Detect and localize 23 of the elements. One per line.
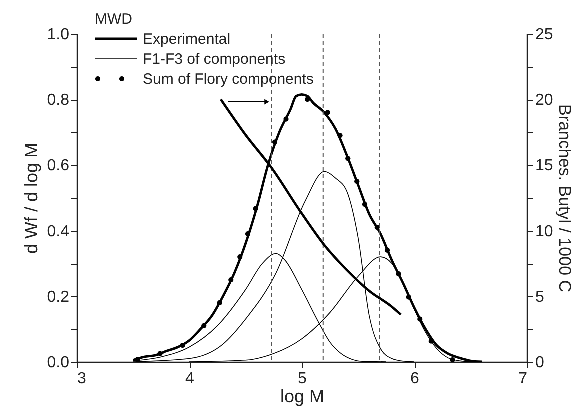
y2-tick-label: 20 (536, 92, 554, 110)
x-tick-label: 3 (78, 370, 86, 388)
y2-tick-label: 5 (536, 288, 544, 306)
y-tick-label: 0.0 (47, 354, 70, 372)
y-tick-label: 0.2 (47, 288, 70, 306)
x-tick-label: 7 (518, 370, 528, 388)
legend-title: MWD (95, 11, 133, 28)
legend-label: Sum of Flory components (143, 71, 314, 88)
y-axis-title: d Wf / d log M (21, 142, 42, 254)
legend-label: Experimental (143, 31, 231, 48)
x-tick-label: 4 (186, 370, 195, 388)
y2-tick-label: 10 (536, 223, 554, 240)
y-tick-label: 0.6 (47, 158, 70, 175)
legend-label: F1-F3 of components (143, 51, 286, 68)
y2-tick-label: 0 (536, 354, 544, 372)
y-tick-label: 0.4 (47, 223, 70, 240)
x-axis-title: log M (280, 386, 325, 406)
y-tick-label: 0.8 (47, 92, 70, 110)
y-tick-label: 1.0 (47, 26, 70, 44)
y2-tick-label: 25 (536, 26, 554, 44)
y2-tick-label: 15 (536, 158, 554, 175)
x-tick-label: 6 (410, 370, 420, 388)
x-tick-label: 5 (298, 370, 308, 388)
